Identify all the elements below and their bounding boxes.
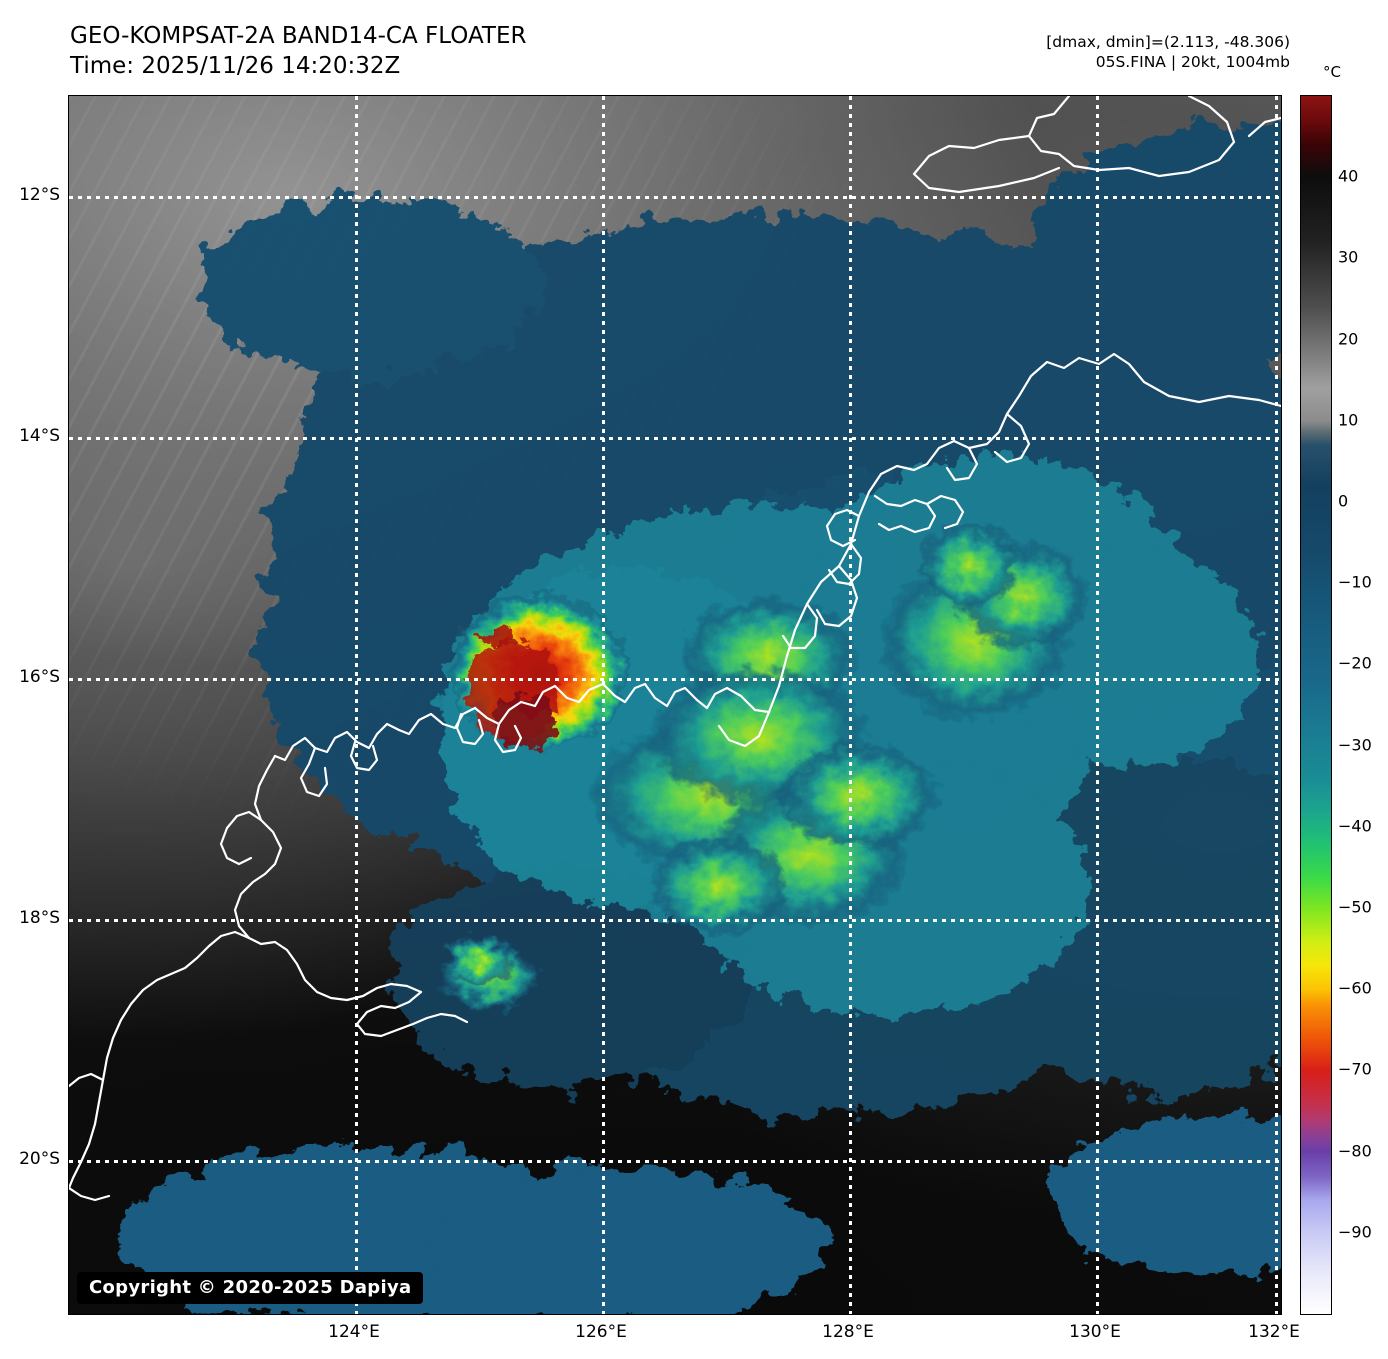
temperature-colorbar[interactable]: [1300, 95, 1332, 1315]
gridline-lat-16: [69, 678, 1281, 681]
observation-time: Time: 2025/11/26 14:20:32Z: [70, 52, 401, 79]
gridline-lat-20: [69, 1160, 1281, 1163]
gridline-lat-14: [69, 437, 1281, 440]
colorbar-gradient: [1301, 96, 1331, 1314]
y-tick-label: 14°S: [19, 426, 60, 446]
x-tick-label: 128°E: [822, 1322, 874, 1342]
isolated-convective-cell: [443, 935, 515, 987]
page-title: GEO-KOMPSAT-2A BAND14-CA FLOATER Time: 2…: [70, 22, 526, 82]
colorbar-unit-label: °C: [1323, 63, 1341, 81]
colorbar-tick-label: 0: [1338, 491, 1349, 511]
satellite-image-plot[interactable]: Copyright © 2020-2025 Dapiya: [68, 95, 1282, 1315]
x-tick-label: 132°E: [1248, 1322, 1300, 1342]
data-range-label: [dmax, dmin]=(2.113, -48.306): [1046, 33, 1290, 51]
colorbar-tick-label: 30: [1338, 247, 1359, 267]
gridline-lat-12: [69, 196, 1281, 199]
colorbar-tick-label: −30: [1338, 735, 1372, 755]
colorbar-tick-label: 20: [1338, 329, 1359, 349]
colorbar-tick-label: −20: [1338, 653, 1372, 673]
colorbar-tick-label: −50: [1338, 897, 1372, 917]
storm-info-label: 05S.FINA | 20kt, 1004mb: [1095, 53, 1290, 72]
metadata-block: [dmax, dmin]=(2.113, -48.306) 05S.FINA |…: [1046, 32, 1290, 72]
main-convective-core: [451, 593, 627, 749]
product-title: GEO-KOMPSAT-2A BAND14-CA FLOATER: [70, 23, 527, 49]
colorbar-tick-label: −70: [1338, 1059, 1372, 1079]
x-tick-label: 126°E: [575, 1322, 627, 1342]
colorbar-tick-label: −80: [1338, 1141, 1372, 1161]
x-tick-label: 130°E: [1069, 1322, 1121, 1342]
colorbar-tick-label: −90: [1338, 1222, 1372, 1242]
colorbar-tick-label: −60: [1338, 978, 1372, 998]
gridline-lon-132: [1275, 96, 1278, 1314]
coastline-overlay: [69, 96, 1281, 1202]
x-tick-label: 124°E: [328, 1322, 380, 1342]
ir-imagery-layers: [69, 96, 1281, 1314]
colorbar-tick-label: 40: [1338, 166, 1359, 186]
y-tick-label: 18°S: [19, 908, 60, 928]
y-tick-label: 20°S: [19, 1149, 60, 1169]
colorbar-tick-label: 10: [1338, 410, 1359, 430]
gridline-lat-18: [69, 919, 1281, 922]
gridline-lon-126: [602, 96, 605, 1314]
gridline-lon-124: [355, 96, 358, 1314]
gridline-lon-130: [1096, 96, 1099, 1314]
y-tick-label: 12°S: [19, 185, 60, 205]
colorbar-tick-label: −40: [1338, 816, 1372, 836]
gridline-lon-128: [849, 96, 852, 1314]
copyright-badge: Copyright © 2020-2025 Dapiya: [77, 1272, 424, 1304]
y-tick-label: 16°S: [19, 667, 60, 687]
green-convective-bands: [439, 521, 1089, 1011]
colorbar-tick-label: −10: [1338, 572, 1372, 592]
